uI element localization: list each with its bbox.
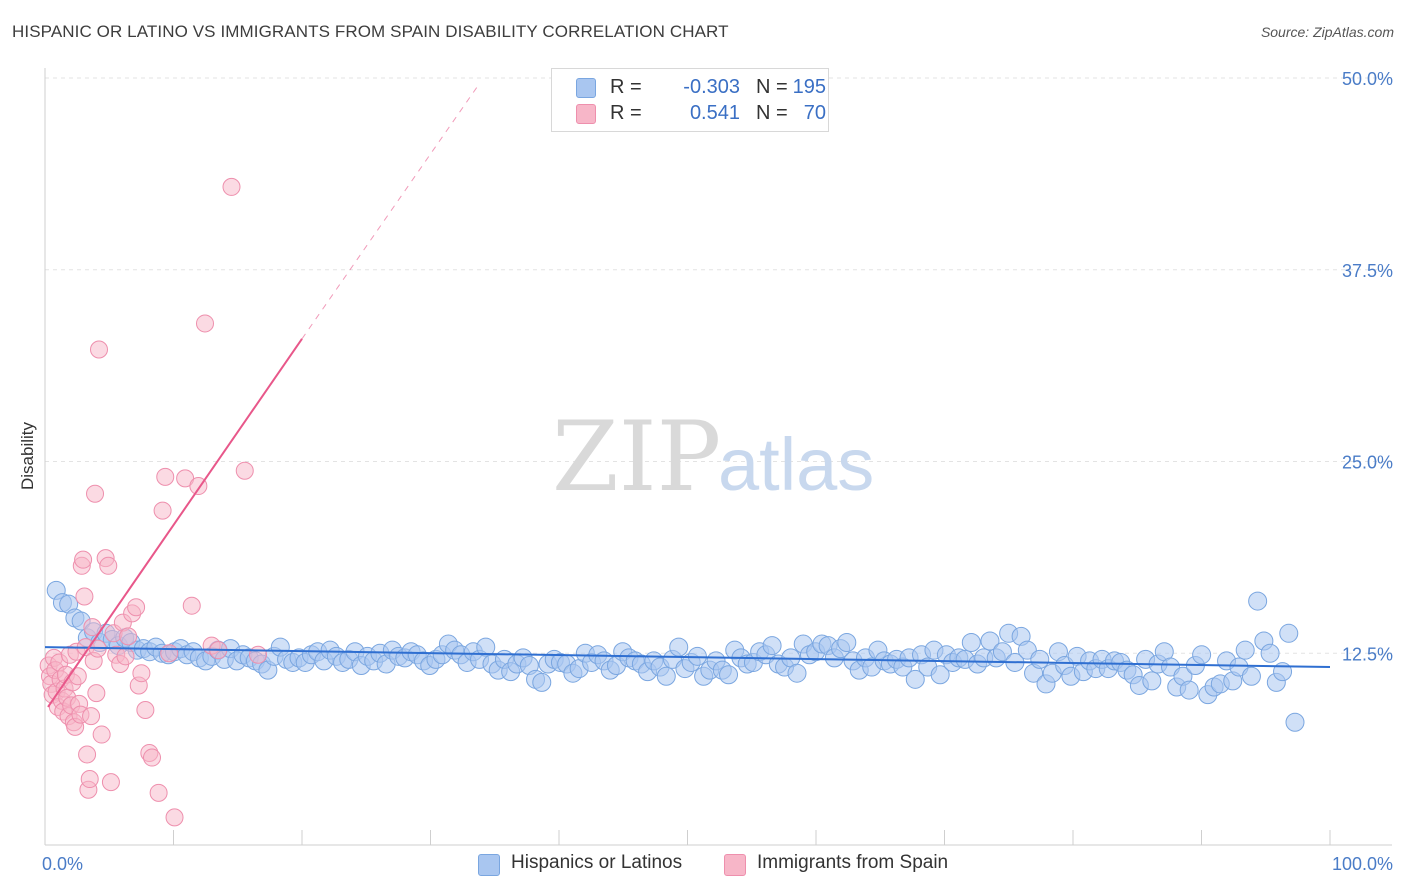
source-label: Source: ZipAtlas.com [1260,24,1394,40]
data-point-hispanics [656,666,676,686]
data-point-hispanics [719,665,739,685]
data-point-spain [182,596,201,615]
data-point-hispanics [669,637,689,657]
legend-n-label: N = [756,102,788,124]
trend-lines [44,85,1331,708]
data-point-spain [80,770,99,789]
data-point-spain [153,501,172,520]
watermark-atlas: atlas [718,423,874,506]
data-point-hispanics [905,669,925,689]
data-point-spain [196,314,214,333]
trend-line-spain-extrapolated [301,85,479,340]
legend-r-label: R = [610,76,642,98]
data-point-hispanics [1285,712,1305,732]
data-point-spain [90,340,108,359]
data-point-hispanics [980,631,1000,651]
legend-r-label: R = [610,102,642,124]
data-point-spain [249,645,267,664]
data-point-spain [143,748,161,767]
data-point-spain [165,808,184,827]
y-tick-labels: 12.5% 25.0% 37.5% 50.0% [1342,69,1393,664]
data-point-spain [222,177,241,196]
y-axis-label: Disability [18,421,37,490]
y-tick-label: 37.5% [1342,261,1393,281]
axes [44,68,1392,846]
data-point-spain [87,684,106,703]
x-tick-labels: 0.0% 100.0% [42,854,1393,874]
data-point-spain [82,707,101,726]
watermark: ZIP atlas [552,401,874,513]
legend-swatch-spain [576,104,596,124]
trend-line-spain [47,338,303,708]
data-point-spain [156,467,175,486]
legend-n-value: 195 [792,76,826,98]
bottom-legend-label-spain: Immigrants from Spain [757,852,949,873]
data-point-hispanics [1142,671,1162,691]
data-point-spain [92,725,111,744]
series-hispanics-points [46,580,1305,732]
data-point-hispanics [1248,591,1268,611]
y-tick-label: 50.0% [1342,69,1393,89]
data-point-hispanics [1179,680,1199,700]
bottom-legend-swatch-hispanics [478,854,500,876]
data-point-hispanics [1279,623,1299,643]
data-point-spain [101,773,120,792]
data-point-hispanics [992,642,1012,662]
data-point-hispanics [1030,649,1050,669]
series-spain-points [39,177,267,827]
data-point-spain [99,556,118,575]
data-point-spain [132,664,151,683]
data-point-spain [116,647,135,666]
legend-swatch-hispanics [576,78,596,98]
data-point-spain [160,644,179,663]
grid-lines [45,77,1392,654]
data-point-spain [68,667,87,686]
bottom-legend-label-hispanics: Hispanics or Latinos [511,852,683,873]
chart-title: HISPANIC OR LATINO VS IMMIGRANTS FROM SP… [12,22,729,41]
data-point-hispanics [1241,666,1261,686]
data-point-hispanics [1192,645,1212,665]
data-point-spain [83,618,102,637]
data-point-hispanics [787,663,807,683]
legend-r-value: 0.541 [689,102,740,124]
watermark-zip: ZIP [552,401,721,513]
data-point-spain [74,550,93,569]
x-tick-label-min: 0.0% [42,854,83,874]
data-point-hispanics [1235,640,1255,660]
y-tick-label: 12.5% [1342,644,1393,664]
trend-line-hispanics [44,646,1331,669]
data-point-spain [235,461,254,480]
data-point-hispanics [532,672,552,692]
data-point-spain [136,701,155,720]
data-point-spain [127,598,146,617]
legend-n-label: N = [756,76,788,98]
correlation-legend: R = -0.303 N = 195 R = 0.541 N = 70 [551,68,829,132]
legend-n-value: 70 [803,102,826,124]
data-point-hispanics [476,637,496,657]
data-point-hispanics [837,633,857,653]
data-point-spain [119,627,138,646]
data-point-hispanics [1260,643,1280,663]
data-point-spain [176,469,195,488]
bottom-legend-swatch-spain [724,854,746,876]
x-tick-label-max: 100.0% [1332,854,1393,874]
data-point-hispanics [961,633,981,653]
data-point-hispanics [762,636,782,656]
data-point-spain [86,484,105,503]
data-point-spain [78,745,97,764]
legend-r-value: -0.303 [683,76,740,98]
data-point-hispanics [930,665,950,685]
y-tick-label: 25.0% [1342,453,1393,473]
data-point-spain [75,587,94,606]
data-point-spain [149,783,168,802]
